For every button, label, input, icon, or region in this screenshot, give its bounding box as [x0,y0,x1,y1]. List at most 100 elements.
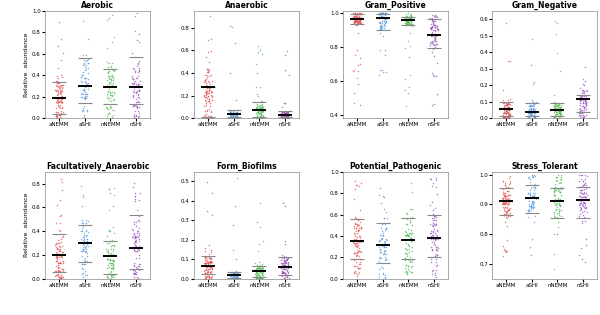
Point [280,271,290,276]
Point [379,17,389,22]
Point [201,115,211,120]
Point [406,217,415,222]
Point [354,261,364,266]
Point [133,249,142,254]
Point [279,110,289,115]
Point [57,82,67,87]
Point [257,110,266,115]
Point [555,115,565,120]
Point [428,232,438,237]
Point [202,107,212,112]
Point [79,88,89,93]
Point [500,107,510,112]
Point [283,261,292,266]
Point [527,199,537,204]
Point [575,112,584,117]
Point [202,260,212,265]
Point [229,276,238,281]
Point [349,14,358,19]
Point [82,93,92,98]
Point [227,115,237,120]
Point [206,247,215,252]
Point [574,197,584,202]
Point [352,244,361,249]
Point [381,11,391,16]
Point [230,115,240,120]
Point [580,218,589,223]
Point [51,268,61,273]
Point [128,266,138,271]
Point [499,205,508,210]
Point [352,244,362,249]
Point [503,59,513,64]
Point [355,20,365,25]
Point [78,194,88,199]
Point [426,259,436,264]
Point [109,68,118,73]
Point [56,98,66,103]
Point [283,111,293,116]
Point [54,248,64,253]
Point [551,115,561,120]
Point [133,263,142,268]
Point [427,246,437,251]
Point [134,247,143,252]
Point [280,271,289,276]
Point [402,22,412,27]
Point [431,41,440,46]
Point [376,23,386,28]
Point [128,93,138,98]
Point [354,245,364,250]
Point [503,207,513,212]
Point [253,106,262,111]
Point [134,96,144,101]
Point [231,275,241,280]
Point [77,94,87,100]
Point [281,114,290,119]
Point [581,106,590,111]
Point [205,261,215,266]
Point [352,264,362,269]
Point [524,208,533,213]
Point [353,266,363,271]
Point [284,259,293,264]
Point [52,99,61,104]
Point [575,86,585,91]
Point [107,40,117,45]
Point [349,257,358,262]
Point [53,263,62,268]
Point [400,237,409,242]
Point [200,78,209,83]
Point [282,273,292,278]
Point [202,275,211,280]
Point [503,213,513,218]
Point [529,104,539,109]
Point [524,103,534,108]
Point [432,42,442,47]
Point [582,210,592,215]
Point [379,272,388,277]
Point [80,89,90,94]
Point [281,256,291,261]
Point [57,187,67,192]
Point [279,266,289,271]
Point [56,112,65,117]
Point [498,178,508,183]
Point [51,273,61,278]
Point [430,218,439,223]
Point [575,113,584,118]
Point [350,16,359,21]
Point [226,274,236,279]
Point [278,269,287,274]
Point [53,87,62,92]
Point [106,258,115,263]
Point [56,111,66,116]
Point [83,218,93,223]
Point [251,106,261,111]
Point [553,196,563,201]
Point [527,236,537,241]
Point [53,269,62,274]
Point [407,190,416,195]
Point [103,250,112,255]
Point [53,66,63,71]
